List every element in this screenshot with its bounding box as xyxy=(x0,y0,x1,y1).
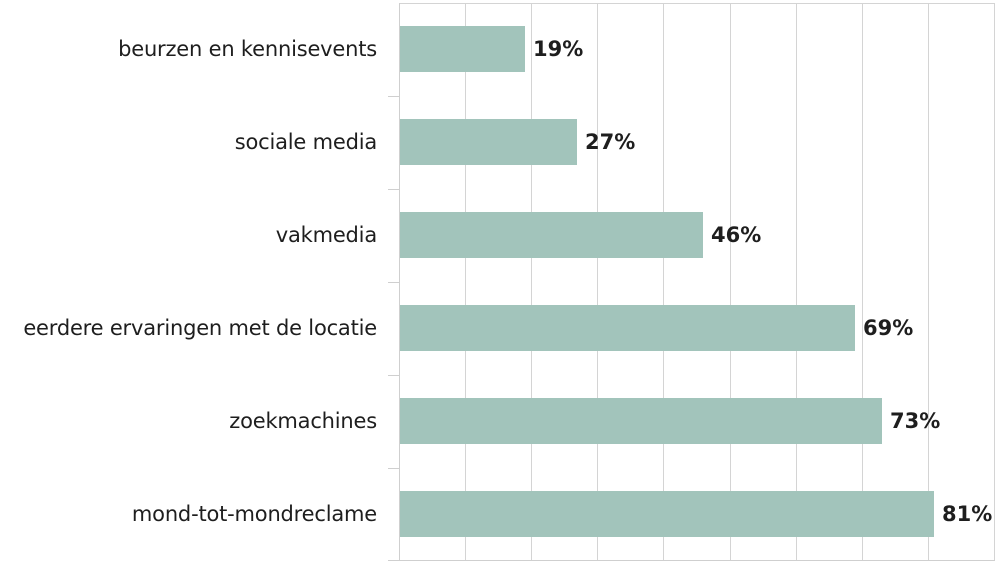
value-label: 27% xyxy=(585,130,636,154)
bar xyxy=(400,398,882,444)
category-label: eerdere ervaringen met de locatie xyxy=(23,316,377,340)
bar xyxy=(400,491,934,537)
category-tick xyxy=(388,468,399,469)
y-axis-line xyxy=(399,3,400,560)
bar xyxy=(400,119,577,165)
plot-top-border xyxy=(399,3,995,4)
category-tick xyxy=(388,189,399,190)
category-label: vakmedia xyxy=(275,223,377,247)
gridline-30 xyxy=(597,3,598,560)
category-label: sociale media xyxy=(234,130,377,154)
category-tick xyxy=(388,282,399,283)
x-axis-line xyxy=(388,560,995,561)
value-label: 19% xyxy=(533,37,584,61)
category-label: beurzen en kennisevents xyxy=(118,37,377,61)
category-tick xyxy=(388,375,399,376)
value-label: 81% xyxy=(942,502,993,526)
bar xyxy=(400,212,703,258)
bar xyxy=(400,305,855,351)
bar xyxy=(400,26,525,72)
category-label: zoekmachines xyxy=(229,409,377,433)
gridline-10 xyxy=(465,3,466,560)
value-label: 73% xyxy=(890,409,941,433)
gridline-20 xyxy=(531,3,532,560)
gridline-60 xyxy=(796,3,797,560)
value-label: 69% xyxy=(863,316,914,340)
value-label: 46% xyxy=(711,223,762,247)
gridline-40 xyxy=(663,3,664,560)
gridline-90 xyxy=(994,3,995,560)
gridline-50 xyxy=(730,3,731,560)
gridline-80 xyxy=(928,3,929,560)
gridline-70 xyxy=(862,3,863,560)
category-tick xyxy=(388,96,399,97)
category-label: mond-tot-mondreclame xyxy=(131,502,377,526)
